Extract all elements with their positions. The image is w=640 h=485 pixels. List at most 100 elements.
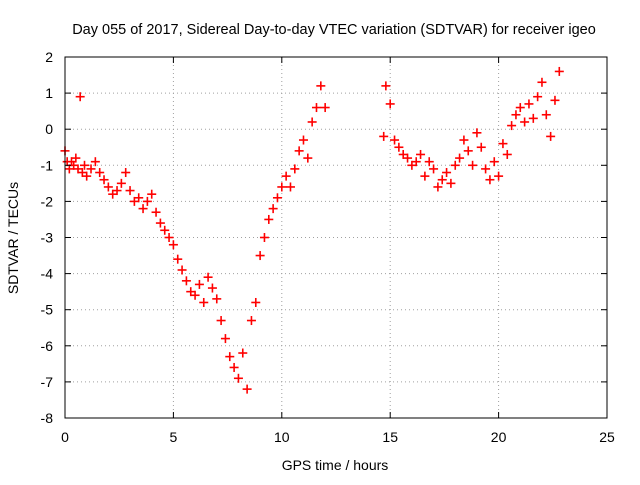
data-point (476, 142, 486, 152)
data-point (472, 128, 482, 138)
data-point (155, 218, 165, 228)
y-tick-label: 0 (45, 121, 53, 137)
data-point (379, 131, 389, 141)
data-point (264, 214, 274, 224)
data-point (298, 135, 308, 145)
data-point (433, 182, 443, 192)
x-tick-label: 25 (599, 429, 615, 445)
data-point (259, 233, 269, 242)
y-axis-label: SDTVAR / TECUs (5, 182, 21, 294)
data-point (194, 279, 204, 289)
y-tick-label: -2 (41, 193, 54, 209)
data-point (424, 157, 434, 167)
data-point (459, 135, 469, 145)
data-point (71, 153, 81, 163)
data-point (311, 103, 321, 113)
data-point (411, 157, 421, 167)
data-point (385, 99, 395, 109)
y-tick-label: -1 (41, 157, 54, 173)
data-point (446, 178, 456, 188)
plot-frame (64, 56, 608, 419)
data-point (450, 160, 460, 170)
data-point (489, 157, 499, 167)
data-point (537, 77, 547, 87)
data-points (60, 66, 564, 394)
data-point (190, 290, 200, 300)
data-point (80, 160, 90, 170)
data-point (238, 348, 248, 358)
data-point (541, 110, 551, 120)
data-point (199, 297, 209, 307)
data-point (463, 146, 473, 156)
data-point (272, 193, 282, 203)
data-point (233, 373, 243, 383)
data-point (75, 92, 85, 102)
data-point (246, 316, 256, 326)
data-point (121, 168, 131, 178)
data-point (99, 175, 109, 185)
data-point (255, 251, 265, 261)
data-point (220, 334, 230, 344)
data-point (485, 175, 495, 185)
data-point (420, 171, 430, 181)
data-point (403, 153, 413, 163)
data-point (229, 362, 239, 372)
data-point (511, 110, 521, 120)
data-point (225, 352, 235, 362)
chart-title: Day 055 of 2017, Sidereal Day-to-day VTE… (72, 22, 596, 38)
x-tick-label: 5 (170, 429, 178, 445)
data-point (168, 240, 178, 250)
data-point (533, 92, 543, 102)
grid-lines (65, 57, 607, 418)
data-point (455, 153, 465, 163)
data-point (103, 182, 113, 192)
data-point (151, 207, 161, 217)
data-point (494, 171, 504, 181)
data-point (242, 384, 252, 394)
data-point (216, 316, 226, 326)
data-point (116, 178, 126, 188)
data-point (138, 204, 148, 214)
data-point (112, 186, 122, 196)
data-point (147, 189, 157, 199)
x-tick-label: 0 (61, 429, 69, 445)
data-point (442, 168, 452, 178)
data-point (520, 117, 530, 127)
data-point (320, 103, 330, 113)
data-point (268, 204, 278, 214)
x-tick-label: 15 (382, 429, 398, 445)
data-point (481, 164, 491, 174)
data-point (290, 164, 300, 174)
data-point (125, 186, 135, 196)
data-point (134, 193, 144, 203)
y-tick-label: -3 (41, 230, 54, 246)
data-point (381, 81, 391, 91)
x-tick-label: 10 (274, 429, 290, 445)
data-point (277, 182, 287, 192)
data-point (212, 294, 222, 304)
data-point (303, 153, 313, 163)
data-point (164, 233, 174, 242)
data-point (416, 149, 426, 159)
y-tick-label: -5 (41, 302, 54, 318)
data-point (207, 283, 217, 293)
y-tick-label: -4 (41, 266, 54, 282)
data-point (181, 276, 191, 286)
data-point (294, 146, 304, 156)
data-point (95, 168, 105, 178)
data-point (173, 254, 183, 264)
data-point (316, 81, 326, 91)
data-point (429, 164, 439, 174)
data-point (528, 113, 538, 123)
data-point (90, 157, 100, 167)
data-point (546, 131, 556, 141)
data-point (515, 103, 525, 113)
data-point (251, 297, 261, 307)
data-point (177, 265, 187, 275)
data-point (502, 149, 512, 159)
x-axis-label: GPS time / hours (282, 457, 389, 473)
y-tick-label: -7 (41, 374, 54, 390)
y-tick-label: -6 (41, 338, 54, 354)
